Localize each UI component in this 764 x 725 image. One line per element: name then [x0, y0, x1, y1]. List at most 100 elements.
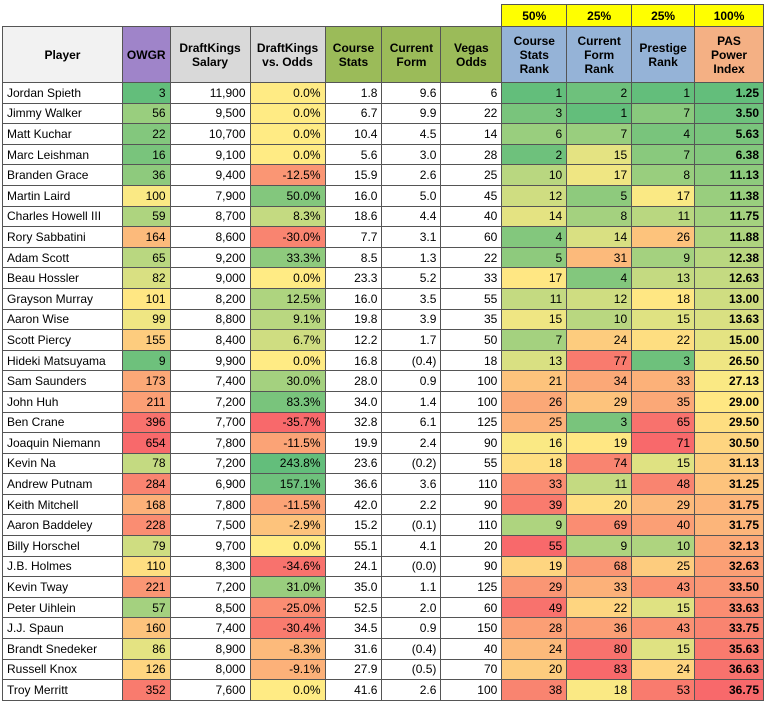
- cell: 18: [631, 287, 696, 310]
- cell: 19: [566, 432, 633, 454]
- spacer: [250, 5, 325, 27]
- player-row: Jimmy Walker 56 9,500 0.0% 6.7 9.9 22 3 1 7 3.50: [2, 102, 764, 125]
- player-name: Joaquin Niemann: [2, 432, 123, 454]
- cell: 157.1%: [249, 473, 326, 495]
- weight: 25%: [566, 4, 633, 27]
- cell: 16.8: [324, 349, 383, 372]
- cell: 90: [440, 432, 503, 454]
- cell: 43: [631, 576, 696, 598]
- cell: 100: [440, 370, 503, 392]
- cell: 1.4: [381, 390, 442, 413]
- cell: 74: [566, 452, 633, 475]
- cell: 55.1: [324, 535, 383, 557]
- player-name: Kevin Tway: [2, 576, 123, 598]
- cell: 3.6: [381, 473, 442, 495]
- cell: 9.6: [381, 82, 442, 104]
- cell: 53: [631, 679, 696, 701]
- cell: 70: [440, 658, 503, 681]
- cell: 99: [121, 308, 171, 331]
- cell: 27.9: [324, 658, 383, 681]
- cell: 33.3%: [249, 246, 326, 269]
- cell: 24: [631, 658, 696, 681]
- cell: 6.7: [324, 102, 383, 125]
- cell: 150: [440, 617, 503, 640]
- cell: 26.50: [694, 349, 764, 372]
- cell: 55: [440, 452, 503, 475]
- cell: 4.5: [381, 123, 442, 145]
- cell: 82: [121, 267, 171, 289]
- spacer: [441, 5, 502, 27]
- player-name: Brandt Snedeker: [2, 638, 123, 660]
- cell: 2: [501, 143, 568, 166]
- cell: 26: [631, 226, 696, 248]
- player-row: Troy Merritt 352 7,600 0.0% 41.6 2.6 100 38 18 53…: [2, 679, 764, 701]
- cell: 32.8: [324, 411, 383, 434]
- cell: 7,800: [169, 493, 251, 516]
- cell: 654: [121, 432, 171, 454]
- cell: 8,700: [169, 205, 251, 228]
- cell: 21: [501, 370, 568, 392]
- cell: -11.5%: [249, 432, 326, 454]
- column-header: Course Stats Rank: [501, 26, 568, 83]
- cell: 3.50: [694, 102, 764, 125]
- cell: 31.25: [694, 473, 764, 495]
- cell: 9: [631, 246, 696, 269]
- cell: 29.00: [694, 390, 764, 413]
- cell: 4: [631, 123, 696, 145]
- cell: 20: [501, 658, 568, 681]
- header-row: Player OWGR DraftKings Salary DraftKings vs…: [2, 26, 764, 83]
- cell: -8.3%: [249, 638, 326, 660]
- cell: 22: [440, 102, 503, 125]
- cell: 9,200: [169, 246, 251, 269]
- player-row: Matt Kuchar 22 10,700 0.0% 10.4 4.5 14 6 7 4 5.63: [2, 123, 764, 145]
- player-row: Charles Howell III 59 8,700 8.3% 18.6 4.4 40 14…: [2, 205, 764, 228]
- cell: 12.63: [694, 267, 764, 289]
- cell: (0.4): [381, 349, 442, 372]
- cell: 31: [566, 246, 633, 269]
- cell: 4.4: [381, 205, 442, 228]
- cell: 38: [501, 679, 568, 701]
- cell: 11.75: [694, 205, 764, 228]
- cell: 9.9: [381, 102, 442, 125]
- cell: 22: [631, 329, 696, 351]
- player-row: Adam Scott 65 9,200 33.3% 8.5 1.3 22 5 31 9 12.38: [2, 246, 764, 269]
- cell: 78: [121, 452, 171, 475]
- cell: 65: [631, 411, 696, 434]
- cell: 6.1: [381, 411, 442, 434]
- cell: 9,900: [169, 349, 251, 372]
- power-index-table: 50% 25% 25% 100% Player OWGR DraftKings Salary…: [2, 4, 764, 701]
- cell: 11.38: [694, 184, 764, 207]
- cell: 23.6: [324, 452, 383, 475]
- player-row: Rory Sabbatini 164 8,600 -30.0% 7.7 3.1 60 4 14 2…: [2, 226, 764, 248]
- player-name: Rory Sabbatini: [2, 226, 123, 248]
- cell: 6.38: [694, 143, 764, 166]
- cell: 45: [440, 184, 503, 207]
- player-name: Beau Hossler: [2, 267, 123, 289]
- cell: 25: [631, 555, 696, 578]
- column-header: Player: [2, 26, 123, 83]
- cell: 110: [440, 514, 503, 537]
- cell: 13: [631, 267, 696, 289]
- cell: 12: [566, 287, 633, 310]
- cell: 1.8: [324, 82, 383, 104]
- cell: 164: [121, 226, 171, 248]
- cell: 7,500: [169, 514, 251, 537]
- cell: 16: [121, 143, 171, 166]
- cell: 35: [440, 308, 503, 331]
- cell: -12.5%: [249, 164, 326, 186]
- cell: 7,400: [169, 370, 251, 392]
- cell: 396: [121, 411, 171, 434]
- cell: 34: [566, 370, 633, 392]
- player-row: Scott Piercy 155 8,400 6.7% 12.2 1.7 50 7 24 22 15…: [2, 329, 764, 351]
- cell: 68: [566, 555, 633, 578]
- cell: 125: [440, 411, 503, 434]
- cell: 100: [440, 679, 503, 701]
- cell: 35.0: [324, 576, 383, 598]
- cell: (0.4): [381, 638, 442, 660]
- cell: 7,200: [169, 576, 251, 598]
- cell: 8,800: [169, 308, 251, 331]
- cell: 17: [631, 184, 696, 207]
- cell: 7,200: [169, 452, 251, 475]
- cell: 40: [440, 205, 503, 228]
- player-row: John Huh 211 7,200 83.3% 34.0 1.4 100 26 29 35 29.…: [2, 390, 764, 413]
